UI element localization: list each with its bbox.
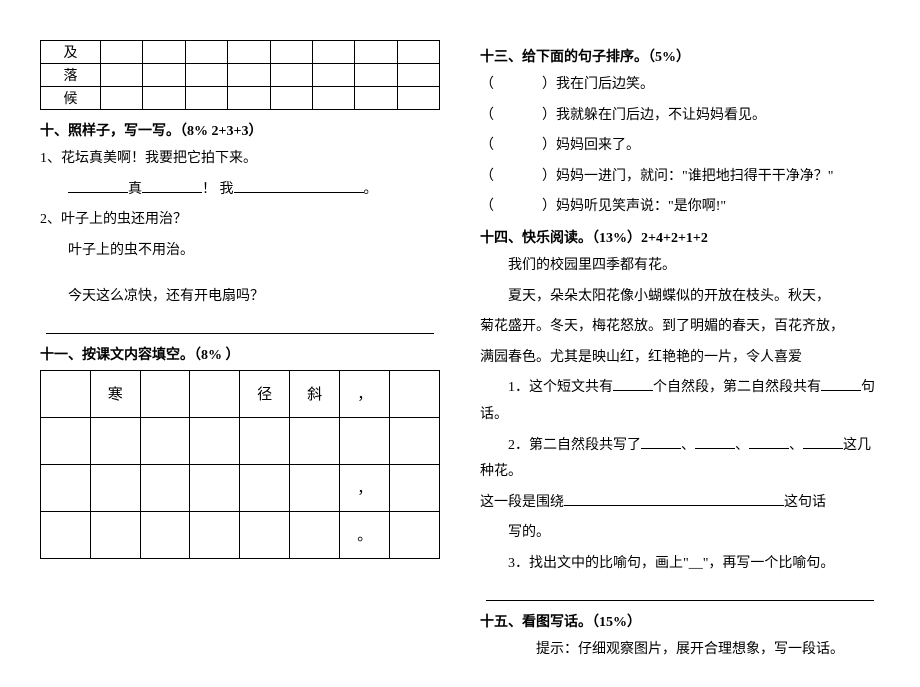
table-row: 。 — [41, 511, 440, 558]
passage-text: 我们的校园里四季都有花。 — [480, 253, 880, 280]
table-row: 落 — [41, 64, 440, 87]
text-part: 真 — [128, 182, 142, 197]
left-column: 及 落 候 十、照样子，写一写。（8% 2+3+3） 1、花坛真美啊！我要把它拍… — [40, 40, 440, 667]
section-10-heading: 十、照样子，写一写。（8% 2+3+3） — [40, 120, 440, 140]
table-row: ， — [41, 464, 440, 511]
poem-fill-grid: 寒径斜， ， 。 — [40, 370, 440, 559]
table-row — [41, 417, 440, 464]
question-text: 2．第二自然段共写了、、、这几种花。 — [480, 433, 880, 486]
text-part: ！ 我 — [202, 182, 234, 197]
question-text: 3．找出文中的比喻句，画上"__"，再写一个比喻句。 — [480, 551, 880, 578]
question-text: 这一段是围绕这句话 — [480, 490, 880, 517]
passage-text: 菊花盛开。冬天，梅花怒放。到了明媚的春天，百花齐放， — [480, 314, 880, 341]
question-text: 今天这么凉快，还有开电扇吗？ — [40, 284, 440, 311]
table-row: 及 — [41, 41, 440, 64]
text-part: 。 — [364, 182, 378, 197]
section-13-heading: 十三、给下面的句子排序。（5%） — [480, 46, 880, 66]
passage-text: 满园春色。尤其是映山红，红艳艳的一片，令人喜爱 — [480, 345, 880, 372]
passage-text: 夏天，朵朵太阳花像小蝴蝶似的开放在枝头。秋天， — [480, 284, 880, 311]
char-cell: 候 — [41, 87, 101, 110]
hint-text: 提示：仔细观察图片，展开合理想象，写一段话。 — [480, 637, 880, 664]
order-item: （）我在门后边笑。 — [480, 72, 880, 99]
table-row: 候 — [41, 87, 440, 110]
char-cell: 及 — [41, 41, 101, 64]
section-15-heading: 十五、看图写话。（15%） — [480, 611, 880, 631]
answer-line — [46, 317, 434, 334]
answer-text: 叶子上的虫不用治。 — [40, 238, 440, 265]
section-14-heading: 十四、快乐阅读。（13%）2+4+2+1+2 — [480, 227, 880, 247]
answer-line — [486, 584, 874, 601]
order-item: （）妈妈听见笑声说："是你啊!" — [480, 194, 880, 221]
fill-blank-line: 真 ！ 我 。 — [40, 177, 440, 204]
right-column: 十三、给下面的句子排序。（5%） （）我在门后边笑。 （）我就躲在门后边，不让妈… — [480, 40, 880, 667]
order-item: （）妈妈一进门，就问："谁把地扫得干干净净？" — [480, 164, 880, 191]
char-cell: 落 — [41, 64, 101, 87]
character-trace-table: 及 落 候 — [40, 40, 440, 110]
question-text: 写的。 — [480, 520, 880, 547]
order-item: （）妈妈回来了。 — [480, 133, 880, 160]
table-row: 寒径斜， — [41, 370, 440, 417]
question-text: 2、叶子上的虫还用治？ — [40, 207, 440, 234]
section-11-heading: 十一、按课文内容填空。（8% ） — [40, 344, 440, 364]
question-text: 1、花坛真美啊！我要把它拍下来。 — [40, 146, 440, 173]
question-text: 1．这个短文共有个自然段，第二自然段共有句话。 — [480, 375, 880, 428]
order-item: （）我就躲在门后边，不让妈妈看见。 — [480, 103, 880, 130]
